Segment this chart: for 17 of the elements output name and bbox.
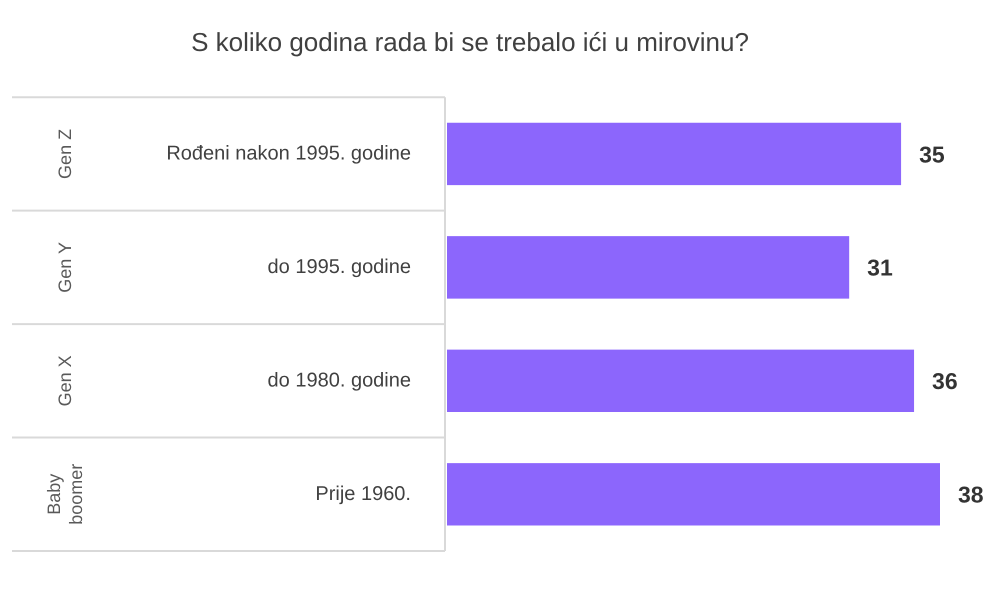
y-tick-label: Rođeni nakon 1995. godine (166, 142, 411, 164)
y-tick-label: do 1980. godine (268, 369, 411, 392)
bar (447, 350, 914, 412)
data-label: 31 (867, 254, 893, 281)
text: Gen Y (54, 242, 75, 293)
data-label: 36 (932, 368, 958, 394)
bar (447, 463, 940, 526)
text: Baby boomer (44, 464, 86, 525)
data-label: 38 (958, 482, 984, 508)
y-tick-label: Prije 1960. (315, 482, 411, 505)
bar (447, 122, 902, 186)
y-tick-label: do 1995. godine (268, 256, 411, 278)
bar (447, 236, 850, 299)
text: Gen Z (54, 128, 75, 179)
chart-title: S koliko godina rada bi se trebalo ići u mirovinu? (191, 26, 749, 57)
text: Gen X (54, 355, 75, 406)
data-label: 35 (919, 141, 945, 168)
